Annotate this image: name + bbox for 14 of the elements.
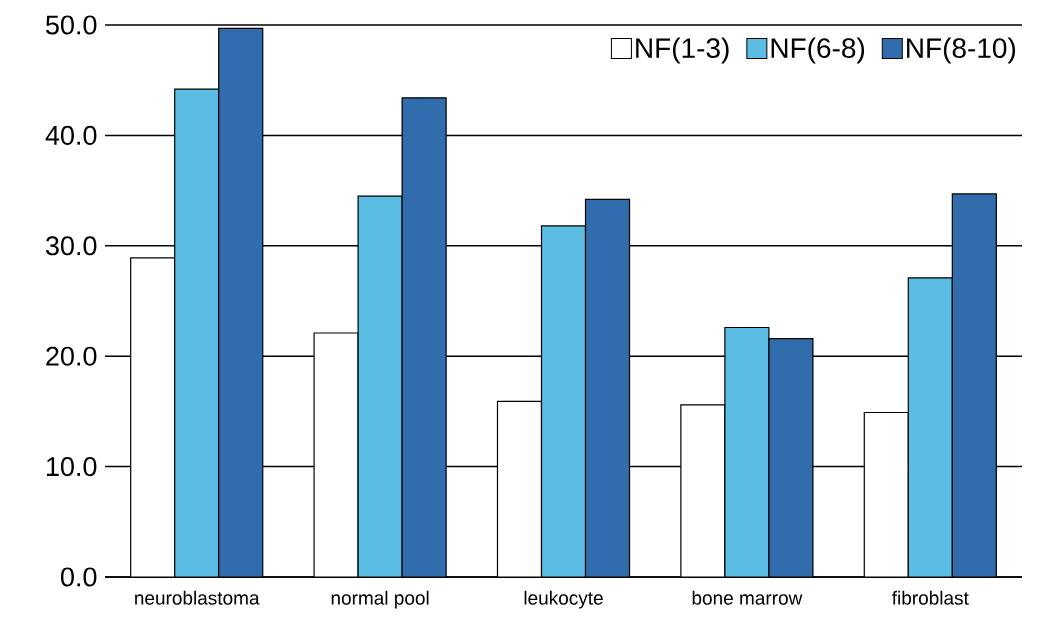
legend-label: NF(1-3) [636,37,729,64]
legend-label: NF(8-10) [907,37,1016,64]
y-tick-label: 10.0 [46,457,97,477]
y-tick-label: 0.0 [60,567,97,587]
y-tick-label: 40.0 [45,125,97,145]
legend-label: NF(6-8) [771,37,865,64]
x-tick-label: fibroblast [892,590,969,605]
y-tick-label: 50.0 [46,15,97,35]
y-tick-label: 20.0 [46,346,97,366]
x-tick-label: leukocyte [524,590,603,609]
x-tick-label: normal pool [331,590,429,609]
x-tick-label: bone marrow [692,590,803,605]
y-tick-label: 30.0 [45,236,97,256]
x-tick-label: neuroblastoma [135,590,260,605]
